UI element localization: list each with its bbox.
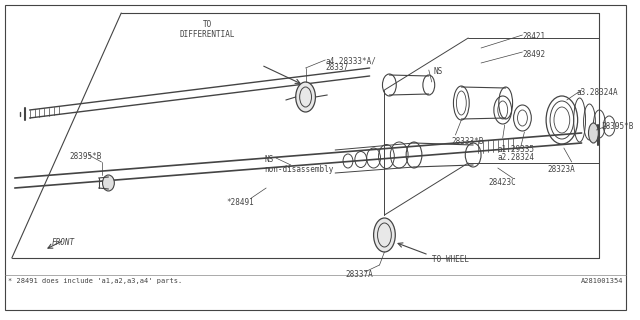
- Text: NS
non-disassembly: NS non-disassembly: [264, 155, 333, 174]
- Text: a1.29335: a1.29335: [498, 145, 535, 154]
- Text: 28337A: 28337A: [345, 270, 372, 279]
- Text: 28333*B: 28333*B: [451, 137, 484, 146]
- Ellipse shape: [374, 218, 396, 252]
- Text: *28491: *28491: [227, 198, 255, 207]
- Text: a3.28324A: a3.28324A: [577, 88, 618, 97]
- Text: 28492: 28492: [522, 50, 545, 59]
- Text: TO WHEEL: TO WHEEL: [432, 255, 468, 264]
- Text: 28421: 28421: [522, 32, 545, 41]
- Ellipse shape: [102, 175, 115, 191]
- Text: 28423C: 28423C: [488, 178, 516, 187]
- Text: 28323A: 28323A: [547, 165, 575, 174]
- Ellipse shape: [296, 82, 316, 112]
- Text: TO
DIFFERENTIAL: TO DIFFERENTIAL: [179, 20, 235, 39]
- Text: 28395*B: 28395*B: [69, 152, 101, 161]
- Text: NS: NS: [434, 67, 443, 76]
- Text: A281001354: A281001354: [580, 278, 623, 284]
- Text: 28395*B: 28395*B: [602, 122, 634, 131]
- Text: * 28491 does include 'a1,a2,a3,a4' parts.: * 28491 does include 'a1,a2,a3,a4' parts…: [8, 278, 182, 284]
- Text: FRONT: FRONT: [51, 238, 74, 247]
- Text: a2.28324: a2.28324: [498, 153, 535, 162]
- Text: a4.28333*A/: a4.28333*A/: [325, 56, 376, 65]
- Text: 28337: 28337: [325, 63, 348, 72]
- Ellipse shape: [589, 123, 598, 143]
